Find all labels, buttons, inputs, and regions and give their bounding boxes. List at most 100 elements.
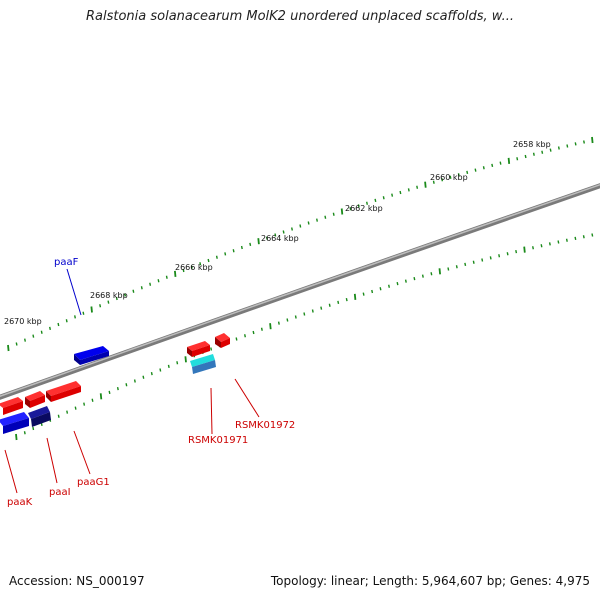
lower-ruler-tick <box>574 236 577 241</box>
upper-ruler-tick <box>474 168 477 172</box>
upper-ruler-tick <box>340 208 344 215</box>
gene-red-small[interactable] <box>215 333 230 348</box>
lower-ruler-tick <box>379 287 382 291</box>
upper-ruler-tick <box>549 148 552 152</box>
lower-ruler-tick <box>472 260 475 264</box>
upper-ruler-tick <box>257 238 260 245</box>
gene-RSMK01972[interactable] <box>187 341 210 357</box>
lower-ruler-tick <box>66 410 69 414</box>
gene-label-RSMK01971[interactable]: RSMK01971 <box>188 435 248 446</box>
lower-ruler-tick <box>260 327 263 331</box>
tick-label-2658: 2658 kbp <box>513 140 551 149</box>
lower-ruler-tick <box>83 402 86 406</box>
gene-paaK[interactable] <box>0 412 29 434</box>
lower-ruler-tick <box>506 252 509 256</box>
lower-ruler-tick <box>252 330 255 335</box>
lower-ruler-tick <box>498 254 501 258</box>
gene-paaG1[interactable] <box>46 381 81 402</box>
lower-ruler-tick <box>269 323 272 330</box>
lower-ruler-tick <box>210 347 213 351</box>
lower-ruler-tick <box>515 249 518 254</box>
upper-ruler-tick <box>174 270 177 277</box>
lower-ruler-tick <box>345 297 348 302</box>
accession-text: Accession: NS_000197 <box>9 574 145 588</box>
upper-ruler-tick <box>65 319 68 323</box>
lower-ruler-tick <box>404 279 407 283</box>
lower-ruler-tick <box>413 276 416 281</box>
upper-ruler-tick <box>265 236 268 240</box>
upper-ruler-tick <box>57 322 60 327</box>
upper-ruler-tick <box>157 279 160 283</box>
lower-ruler-tick <box>99 393 103 400</box>
lower-ruler-tick <box>57 414 60 418</box>
lower-ruler-tick <box>540 244 543 248</box>
topology-summary: Topology: linear; Length: 5,964,607 bp; … <box>270 574 590 588</box>
upper-ruler-tick <box>324 215 327 219</box>
upper-ruler-tick <box>7 344 10 352</box>
upper-ruler-tick <box>115 296 118 301</box>
upper-ruler-tick <box>282 230 285 234</box>
lower-ruler-tick <box>447 267 450 271</box>
map-title: Ralstonia solanacearum MolK2 unordered u… <box>85 9 514 24</box>
upper-ruler-tick <box>316 218 318 222</box>
upper-ruler-tick <box>583 140 585 144</box>
label-leaders <box>4 268 260 494</box>
gene-paaI[interactable] <box>28 406 51 427</box>
gene-RSMK01971[interactable] <box>190 354 216 374</box>
lower-ruler-tick <box>438 268 441 275</box>
gene-label-paaF[interactable]: paaF <box>54 257 79 268</box>
gene-label-RSMK01972[interactable]: RSMK01972 <box>235 420 295 431</box>
lower-ruler-tick <box>235 337 238 341</box>
lower-ruler-tick <box>286 318 289 322</box>
gene-label-paaI[interactable]: paaI <box>49 487 71 498</box>
upper-ruler-tick <box>224 252 227 256</box>
upper-ruler-tick <box>532 152 535 156</box>
lower-ruler-tick <box>32 426 35 431</box>
upper-ruler-tick <box>516 157 519 161</box>
upper-ruler-tick <box>374 198 377 203</box>
upper-ruler-tick <box>299 224 302 228</box>
tick-label-2662: 2662 kbp <box>345 204 383 213</box>
lower-ruler-tick <box>464 262 467 267</box>
lower-ruler-tick <box>430 272 433 276</box>
tick-label-2666: 2666 kbp <box>175 263 213 272</box>
chromosome-backbone <box>0 183 600 400</box>
gene-label-paaK[interactable]: paaK <box>7 497 33 508</box>
tick-label-2664: 2664 kbp <box>261 234 299 243</box>
lower-ruler-tick <box>125 383 128 387</box>
upper-ruler-tick <box>291 227 293 231</box>
lower-ruler-tick <box>277 321 280 325</box>
gene-paaF[interactable] <box>74 346 109 365</box>
upper-ruler-tick <box>49 326 51 331</box>
gene-red-left[interactable] <box>0 397 23 415</box>
upper-ruler-tick <box>507 157 511 164</box>
gene-label-paaG1[interactable]: paaG1 <box>77 477 110 488</box>
upper-ruler-tick <box>449 175 452 179</box>
lower-ruler-tick <box>557 240 560 244</box>
lower-ruler-tick <box>320 306 323 310</box>
upper-ruler-tick <box>90 306 93 313</box>
lower-ruler-tick <box>481 258 484 262</box>
upper-ruler-tick <box>407 188 410 192</box>
upper-ruler-tick <box>307 221 310 225</box>
upper-ruler-tick <box>82 311 85 315</box>
upper-ruler-tick <box>557 146 560 150</box>
lower-ruler-tick <box>532 246 534 250</box>
upper-ruler-tick <box>190 265 193 269</box>
upper-ruler-tick <box>207 258 210 263</box>
upper-ruler-tick <box>399 190 402 195</box>
upper-ruler-tick <box>165 275 168 279</box>
lower-ruler-tick <box>523 246 526 253</box>
upper-ruler-tick <box>432 180 435 184</box>
lower-ruler-tick <box>548 242 551 246</box>
tick-label-2670: 2670 kbp <box>4 317 42 326</box>
upper-ruler-tick <box>441 178 444 182</box>
upper-ruler-tick <box>574 142 577 146</box>
upper-ruler-tick <box>457 173 460 177</box>
upper-ruler-tick <box>199 262 202 266</box>
upper-ruler-tick <box>74 315 76 319</box>
upper-ruler-tick <box>366 201 368 205</box>
lower-ruler-tick <box>184 356 187 363</box>
gene-red-mid[interactable] <box>25 391 45 408</box>
lower-ruler-tick <box>489 256 492 260</box>
